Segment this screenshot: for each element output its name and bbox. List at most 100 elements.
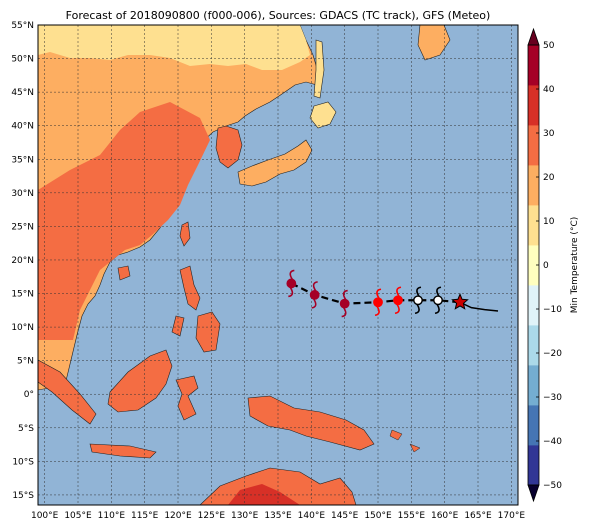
lat-tick-label: 20°N — [11, 256, 34, 266]
colorbar-bin — [528, 165, 539, 206]
cyclone-eye — [309, 289, 320, 300]
lon-tick-label: 155°E — [398, 511, 426, 521]
cyclone-arm-top — [289, 269, 295, 280]
cyclone-eye — [339, 298, 350, 309]
lat-tick-label: 10°N — [11, 323, 34, 333]
lon-tick-label: 110°E — [98, 511, 126, 521]
colorbar-tick-label: −40 — [543, 437, 562, 447]
land-hokkaido — [309, 101, 337, 129]
land-japan — [237, 139, 313, 187]
lat-labels: 55°N 50°N 45°N 40°N 35°N 30°N 25°N 20°N 15°N 10°N… — [11, 21, 34, 501]
grid-lines — [38, 25, 518, 505]
land-hainan — [117, 265, 131, 281]
colorbar-bin — [528, 285, 539, 326]
colorbar-bin — [528, 445, 539, 486]
colorbar-tick-label: −20 — [543, 349, 562, 359]
track-history-line — [459, 301, 499, 312]
lat-tick-label: 5°S — [18, 424, 34, 434]
cyclone-icon — [413, 286, 423, 315]
colorbar-bin — [528, 245, 539, 286]
lon-tick-label: 150°E — [364, 511, 392, 521]
cyclone-icon — [393, 286, 403, 315]
cyclone-icon — [433, 286, 443, 315]
land-australia-hot — [228, 484, 300, 505]
lat-tick-label: 10°S — [12, 457, 34, 467]
cyclone-arm-bottom — [434, 303, 440, 315]
cyclone-eye — [373, 297, 383, 308]
colorbar-tick-label: 20 — [543, 173, 555, 183]
colorbar-tick-label: 0 — [543, 261, 549, 271]
colorbar-bin — [528, 45, 539, 86]
cyclone-arm-bottom — [374, 305, 380, 317]
colorbar-bin — [528, 205, 539, 246]
land-sumatra — [38, 359, 97, 425]
colorbar-bin — [528, 405, 539, 446]
cyclone-icon — [339, 289, 350, 318]
colorbar-bin — [528, 325, 539, 366]
lon-tick-label: 170°E — [498, 511, 526, 521]
lon-tick-label: 115°E — [131, 511, 159, 521]
map-title: Forecast of 2018090800 (f000-006), Sourc… — [66, 9, 491, 22]
cyclone-arm-top — [376, 288, 382, 299]
cyclone-icon — [286, 269, 297, 298]
land-taiwan — [179, 221, 191, 247]
land-sulawesi — [175, 375, 199, 421]
lat-tick-label: 30°N — [11, 189, 34, 199]
lon-tick-label: 160°E — [431, 511, 459, 521]
land-kamchatka — [417, 25, 451, 61]
lon-tick-label: 125°E — [198, 511, 226, 521]
lat-tick-label: 40°N — [11, 122, 34, 132]
colorbar-bin — [528, 365, 539, 406]
cyclone-eye — [433, 295, 443, 306]
colorbar-bin — [528, 125, 539, 166]
colorbar-tick-label: −50 — [543, 481, 562, 491]
lon-tick-label: 120°E — [164, 511, 192, 521]
colorbar-extend-bottom — [527, 484, 540, 503]
lat-tick-label: 55°N — [11, 21, 34, 31]
land-java — [89, 443, 157, 459]
colorbar-tick-label: 50 — [543, 41, 555, 51]
colorbar-tick-label: 10 — [543, 217, 555, 227]
map-frame — [37, 24, 519, 506]
land-solomons — [389, 429, 421, 453]
lat-tick-label: 25°N — [11, 222, 34, 232]
cyclone-eye — [413, 295, 423, 306]
track-star-marker — [451, 293, 469, 310]
lon-tick-label: 130°E — [231, 511, 259, 521]
cyclone-arm-bottom — [311, 298, 317, 309]
cyclone-eye — [286, 278, 297, 289]
land-southchina-hot — [38, 102, 210, 340]
lon-tick-label: 100°E — [31, 511, 59, 521]
lat-tick-label: 15°S — [12, 491, 34, 501]
cyclone-arm-bottom — [414, 303, 420, 315]
lat-tick-label: 35°N — [11, 155, 34, 165]
colorbar-tick-label: 40 — [543, 85, 555, 95]
colorbar-label: Min Temperature (°C) — [570, 217, 580, 314]
cyclone-icon — [309, 281, 320, 309]
lat-tick-label: 15°N — [11, 290, 34, 300]
lon-tick-label: 140°E — [298, 511, 326, 521]
colorbar: 50 40 30 20 10 0 −10 −20 −30 −40 −50 Min Temperatur… — [527, 27, 580, 503]
lat-tick-label: 0° — [24, 390, 34, 400]
land-sakhalin — [313, 39, 325, 99]
lat-tick-label: 5°N — [17, 357, 34, 367]
cyclone-arm-top — [312, 281, 318, 292]
cyclone-arm-top — [396, 286, 402, 297]
cyclone-arm-top — [342, 289, 348, 301]
lon-labels: 100°E 105°E 110°E 115°E 120°E 125°E 130°E 135°E… — [31, 511, 525, 521]
lon-tick-label: 105°E — [64, 511, 92, 521]
lon-tick-label: 145°E — [331, 511, 359, 521]
lat-tick-label: 50°N — [11, 55, 34, 65]
land-korea — [215, 125, 243, 169]
land-north-warm-patch — [90, 66, 180, 116]
cyclone-arm-top — [436, 286, 442, 297]
cyclone-arm-bottom — [394, 303, 400, 315]
land-newguinea — [247, 395, 375, 451]
lon-tick-label: 135°E — [264, 511, 292, 521]
cyclone-icon — [373, 288, 383, 317]
tc-track — [286, 269, 499, 318]
colorbar-bin — [528, 85, 539, 126]
cyclone-arm-bottom — [341, 307, 347, 318]
land-philippines — [171, 265, 221, 353]
